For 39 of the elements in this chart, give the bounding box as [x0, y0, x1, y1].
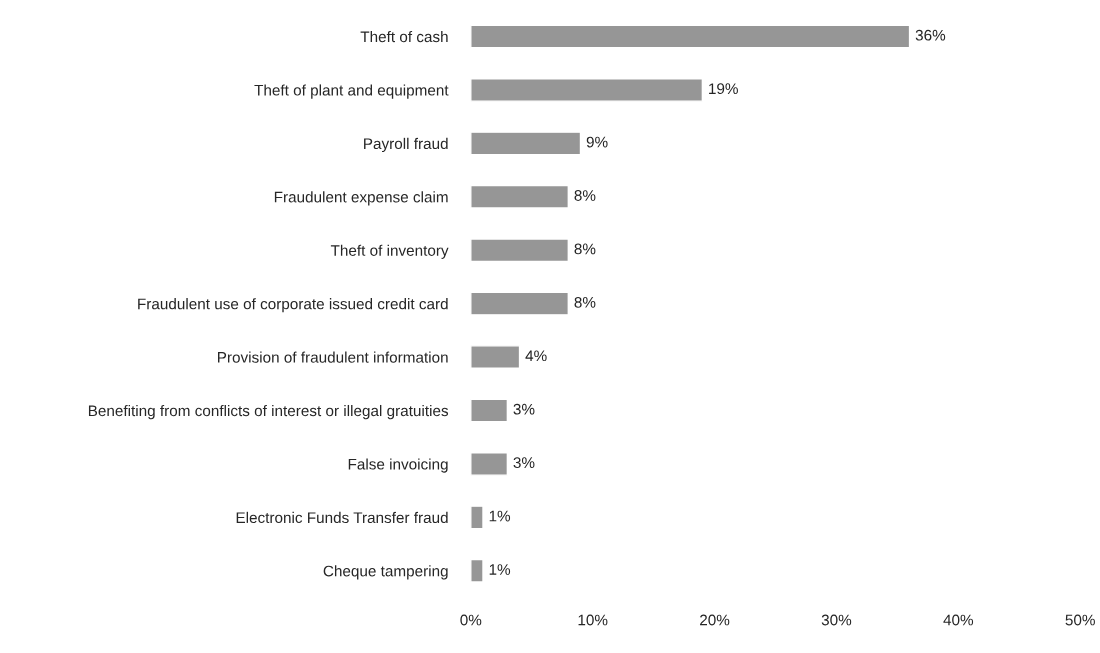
bar [470, 78, 704, 102]
bar [470, 24, 911, 49]
bar [470, 505, 484, 530]
y-tick-label: False invoicing [348, 458, 448, 473]
bar [470, 558, 484, 583]
y-tick-label: Theft of inventory [330, 244, 449, 259]
y-tick-label: Theft of cash [360, 30, 448, 43]
data-label: 4% [525, 350, 547, 362]
bar [470, 131, 582, 156]
y-tick-label: Provision of fraudulent information [218, 351, 448, 363]
x-tick-label: 50% [1065, 614, 1095, 626]
y-tick-label: Benefiting from conflicts of interest or illegal gratuities [88, 404, 449, 420]
y-tick-label: Fraudulent use of corporate issued credit card [138, 298, 448, 313]
data-label: 8% [574, 243, 596, 255]
data-label: 3% [513, 403, 535, 415]
data-label: 3% [513, 457, 535, 469]
data-label: 8% [574, 296, 596, 308]
data-label: 19% [709, 83, 738, 95]
data-label: 1% [489, 564, 511, 575]
bar [470, 345, 521, 369]
y-tick-label: Theft of plant and equipment [254, 84, 449, 99]
y-tick-label: Fraudulent expense claim [274, 191, 448, 206]
y-tick-label: Payroll fraud [364, 137, 448, 153]
x-tick-label: 0% [460, 614, 482, 626]
bar [470, 238, 569, 263]
data-label: 1% [489, 510, 511, 522]
data-label: 36% [915, 29, 946, 41]
x-tick-label: 10% [578, 614, 608, 626]
y-tick-label: Electronic Funds Transfer fraud [236, 511, 448, 524]
x-tick-label: 40% [943, 614, 974, 626]
bar [470, 398, 509, 423]
bar [470, 184, 569, 209]
data-label: 8% [574, 190, 596, 201]
bar [470, 452, 509, 476]
y-tick-label: Cheque tampering [323, 565, 448, 580]
x-tick-label: 20% [700, 614, 730, 626]
bar [470, 291, 569, 316]
data-label: 9% [586, 136, 608, 148]
x-tick-label: 30% [821, 614, 852, 626]
